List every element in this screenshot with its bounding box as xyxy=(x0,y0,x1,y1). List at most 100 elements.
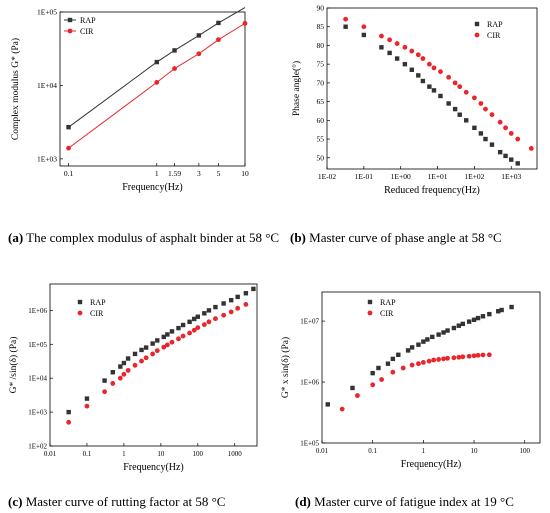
plot-frame xyxy=(49,283,258,447)
data-point-cir xyxy=(180,333,186,339)
data-point-cir xyxy=(471,353,477,359)
data-point-cir xyxy=(420,56,426,61)
x-tick-label: 0.1 xyxy=(368,447,377,455)
x-tick-label: 1000 xyxy=(228,450,243,458)
legend-label-rap: RAP xyxy=(90,298,106,307)
x-tick-label: 100 xyxy=(519,447,530,455)
data-point-rap xyxy=(452,106,458,112)
data-point-rap xyxy=(172,48,177,53)
y-tick-label: 1E+07 xyxy=(300,318,319,326)
data-point-rap xyxy=(438,93,443,99)
data-point-rap xyxy=(150,341,155,346)
data-point-cir xyxy=(420,360,426,365)
data-point-cir xyxy=(387,37,393,43)
data-point-rap xyxy=(180,322,186,328)
data-point-rap xyxy=(441,330,446,335)
y-tick-label: 75 xyxy=(317,60,325,69)
data-point-rap xyxy=(421,339,426,344)
data-point-cir xyxy=(436,357,442,362)
x-tick-label: 10 xyxy=(471,447,479,455)
data-point-cir xyxy=(132,362,138,368)
y-tick-label: 65 xyxy=(317,97,325,106)
data-point-rap xyxy=(169,329,175,334)
data-point-rap xyxy=(121,360,127,366)
chart-c: 0.01 0.1 1 10 100 1000 1E+02 1E+03 1E+04 1E+05 1E+… xyxy=(8,283,258,473)
data-point-rap xyxy=(503,153,508,159)
data-point-rap xyxy=(471,317,477,322)
chart-a: 0.1 1 1.59 3 5 10 1E+03 1E+04 1E+05 Frequency(Hz)… xyxy=(10,7,249,193)
data-point-rap xyxy=(390,356,396,362)
caption-c-letter: (c) xyxy=(8,494,23,509)
data-point-cir xyxy=(483,106,488,112)
x-tick-label: 1E+03 xyxy=(501,172,521,181)
data-point-rap xyxy=(396,352,401,357)
data-point-rap xyxy=(483,136,488,142)
chart-d: 0.01 0.1 1 10 100 1E+05 1E+06 1E+07 Frequency(Hz… xyxy=(280,291,541,470)
data-point-cir xyxy=(176,336,181,342)
data-point-cir xyxy=(409,48,415,54)
data-point-rap xyxy=(457,112,462,117)
y-tick-label: 1E+03 xyxy=(37,154,57,163)
data-point-rap xyxy=(251,286,256,292)
data-point-rap xyxy=(379,45,384,50)
series-line-rap xyxy=(68,7,246,128)
data-point-cir xyxy=(456,354,462,360)
y-tick-label: 60 xyxy=(317,116,325,125)
data-point-cir xyxy=(117,375,123,381)
legend-marker-rap xyxy=(67,17,73,23)
data-point-rap xyxy=(221,301,226,306)
legend-marker-cir xyxy=(67,28,73,34)
data-point-rap xyxy=(480,314,486,319)
data-point-rap xyxy=(84,396,90,401)
data-point-rap xyxy=(475,315,481,321)
caption-d-text: Master curve of fatigue index at 19 °C xyxy=(310,494,514,509)
data-point-cir xyxy=(460,354,466,360)
caption-d: (d) Master curve of fatigue index at 19 … xyxy=(295,494,514,510)
data-point-rap xyxy=(416,73,421,78)
y-axis-label: Phase angle(°) xyxy=(291,61,302,116)
data-point-cir xyxy=(478,101,484,106)
x-tick-label: 1.59 xyxy=(168,169,181,178)
x-tick-label: 1 xyxy=(122,450,126,458)
x-axis-label: Reduced frequency(Hz) xyxy=(384,185,480,196)
caption-a: (a) The complex modulus of asphalt binde… xyxy=(8,230,279,246)
legend-label-cir: CIR xyxy=(90,309,104,318)
data-point-rap xyxy=(350,385,355,391)
data-point-cir xyxy=(489,112,495,118)
y-tick-label: 1E+04 xyxy=(37,81,57,90)
data-point-cir xyxy=(172,66,177,71)
data-point-rap xyxy=(165,332,170,337)
data-point-rap xyxy=(456,323,461,328)
data-point-cir xyxy=(415,52,421,58)
data-point-cir xyxy=(390,369,396,375)
data-point-cir xyxy=(466,353,472,359)
data-point-rap xyxy=(416,342,421,347)
data-point-cir xyxy=(445,355,450,361)
data-point-cir xyxy=(475,352,481,358)
data-point-rap xyxy=(387,50,392,56)
data-point-cir xyxy=(66,145,71,151)
data-point-cir xyxy=(438,69,443,75)
data-point-rap xyxy=(161,334,166,340)
y-tick-label: 1E+05 xyxy=(28,341,47,349)
data-point-rap xyxy=(427,84,432,89)
x-tick-label: 0.01 xyxy=(316,447,329,455)
data-point-cir xyxy=(143,355,149,361)
data-point-cir xyxy=(339,406,345,412)
data-point-rap xyxy=(216,20,221,26)
data-point-rap xyxy=(195,314,201,319)
data-point-rap xyxy=(445,328,450,333)
legend-label-rap: RAP xyxy=(380,298,396,307)
data-point-rap xyxy=(515,161,520,166)
data-point-cir xyxy=(441,356,446,362)
data-point-rap xyxy=(472,125,477,131)
data-point-rap xyxy=(394,56,400,61)
data-point-cir xyxy=(471,95,477,101)
data-point-cir xyxy=(169,339,175,345)
data-point-rap xyxy=(213,304,218,310)
data-point-rap xyxy=(235,294,240,300)
y-axis-label: G* x sin(δ) (Pa) xyxy=(280,337,291,398)
data-point-cir xyxy=(452,80,458,86)
y-tick-label: 90 xyxy=(317,4,325,13)
y-tick-label: 80 xyxy=(317,41,325,50)
